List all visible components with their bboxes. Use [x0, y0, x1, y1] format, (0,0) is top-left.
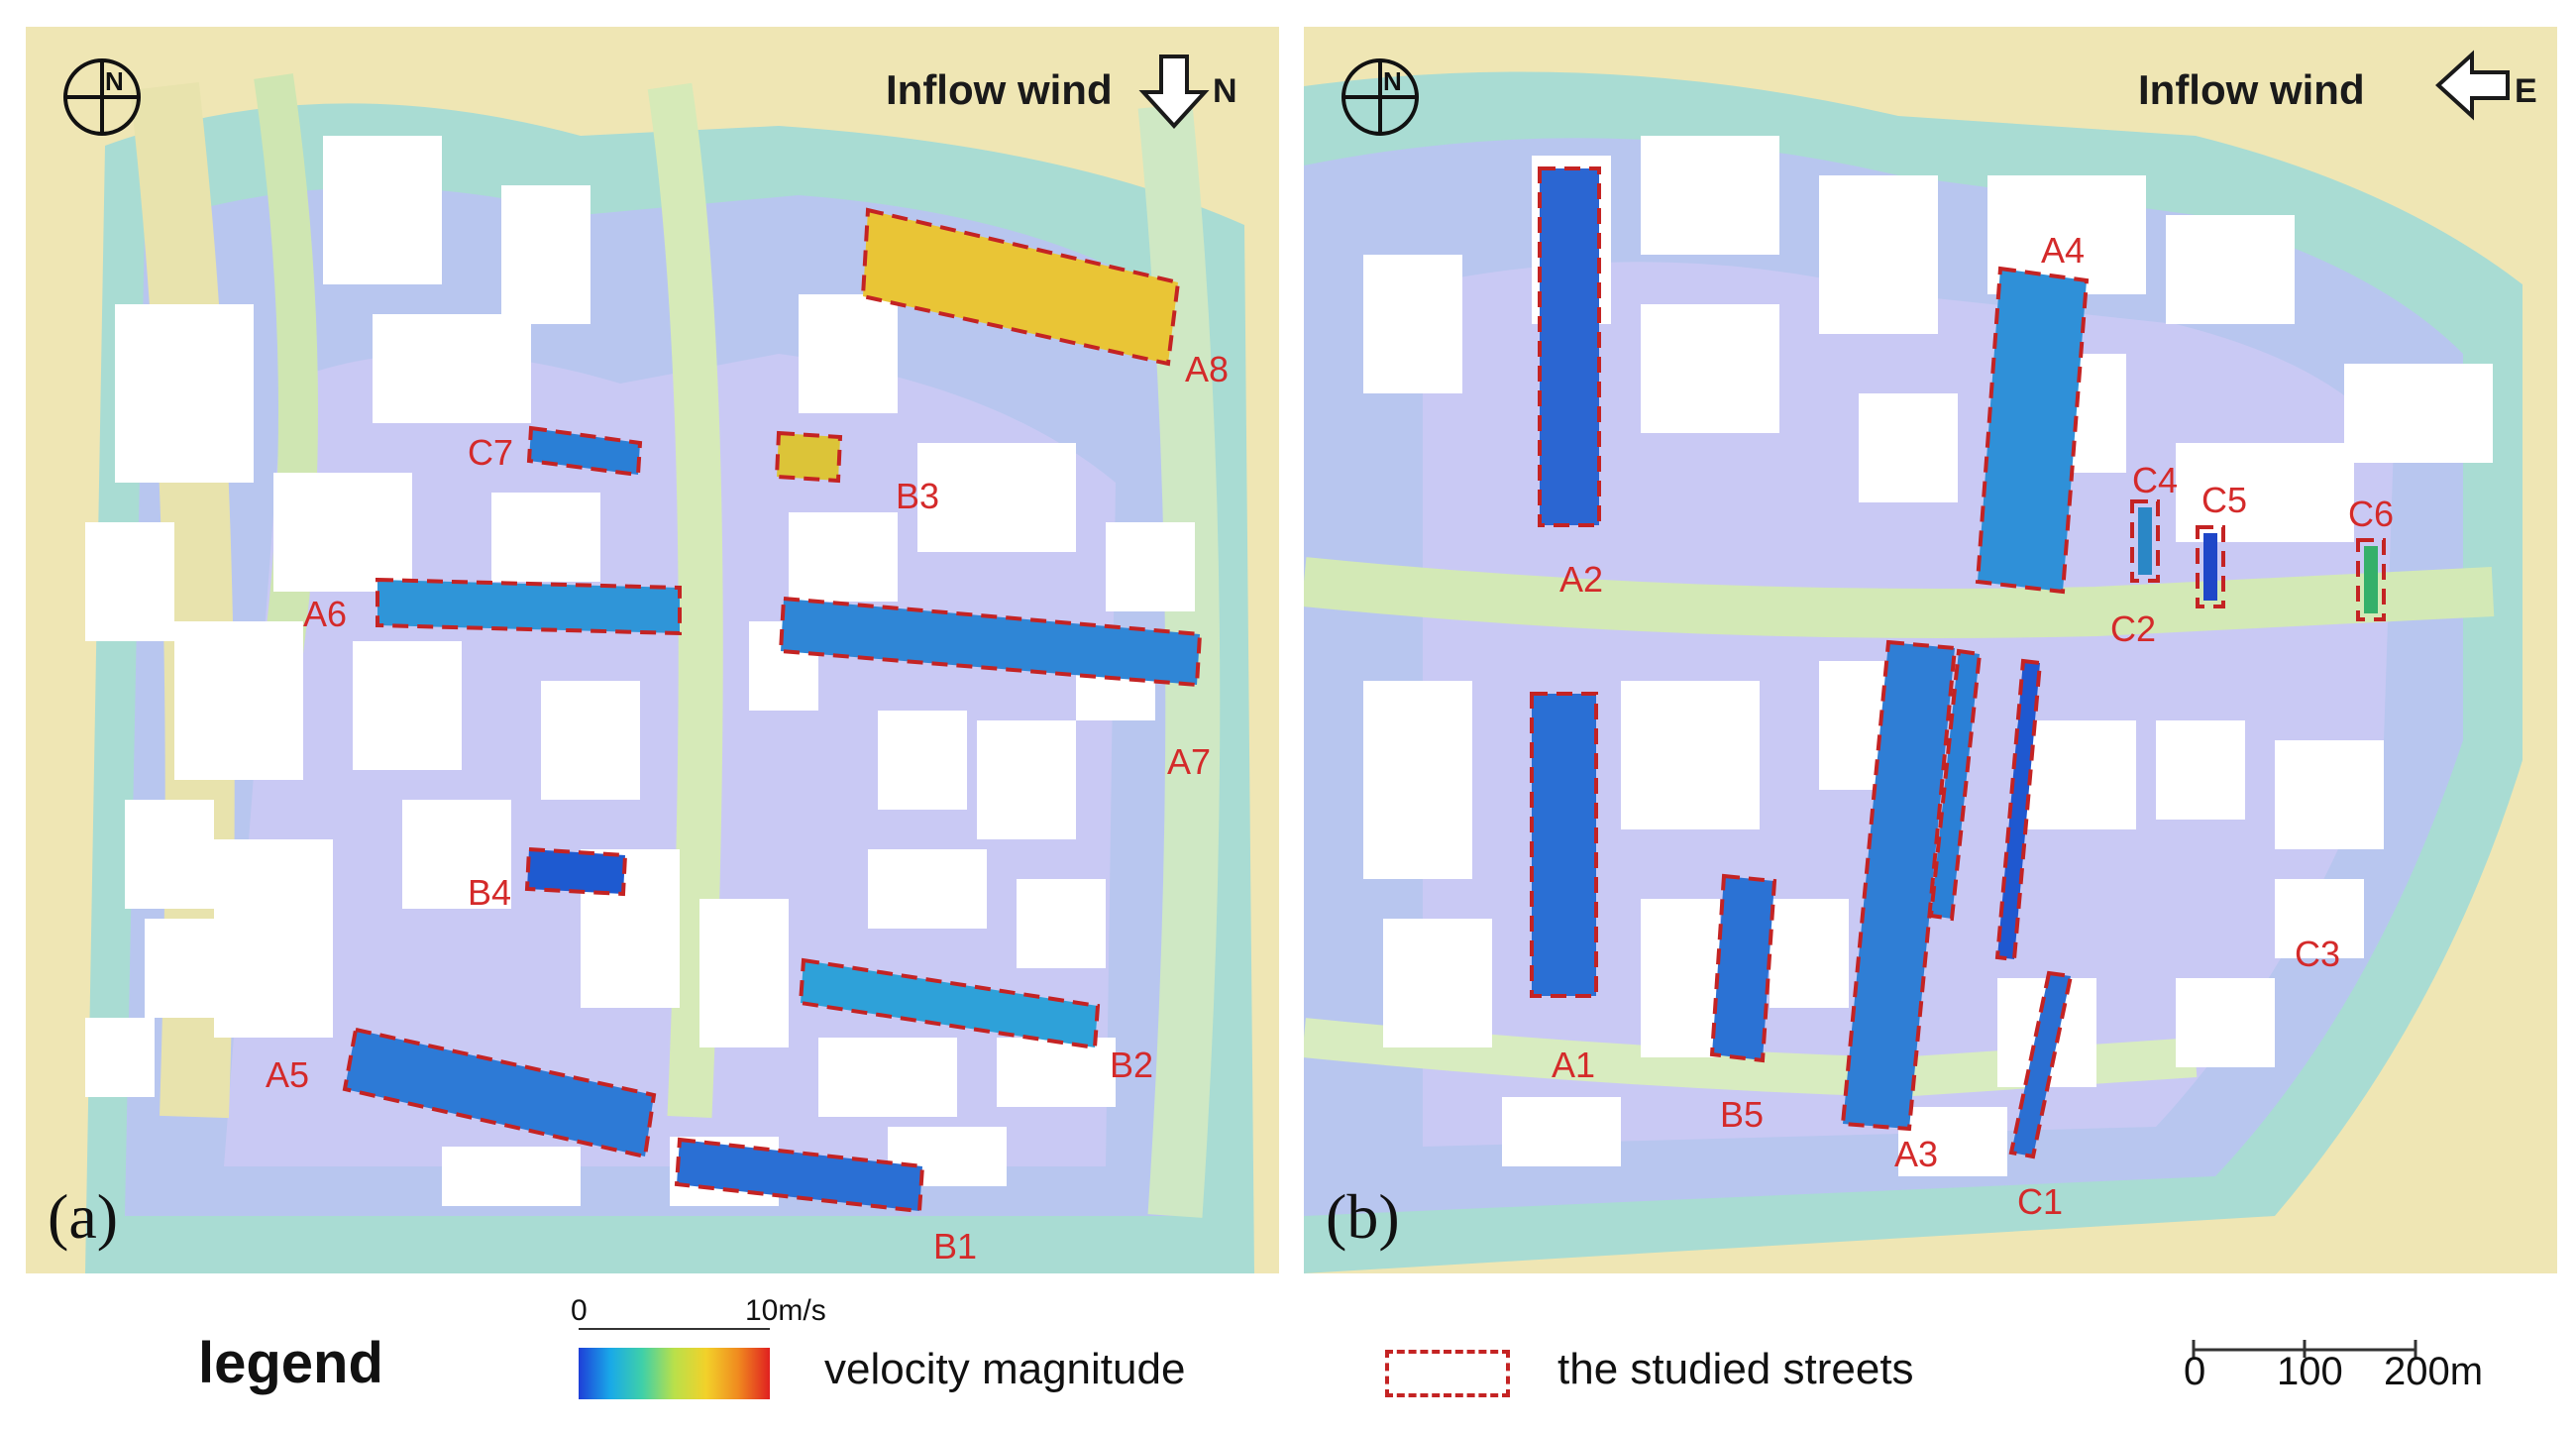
- inflow-wind-label-b: Inflow wind: [2138, 66, 2365, 113]
- street-label-c2: C2: [2110, 608, 2157, 649]
- inflow-direction-a: N: [1213, 72, 1237, 110]
- compass-north-icon: N: [63, 58, 141, 136]
- street-label-a2: A2: [1559, 559, 1604, 600]
- compass-north-icon: N: [1342, 58, 1419, 136]
- colorbar-max-label: 10m/s: [745, 1294, 826, 1327]
- studied-streets-label: the studied streets: [1557, 1345, 1914, 1393]
- colorbar-min-label: 0: [571, 1294, 588, 1327]
- street-label-b1: B1: [933, 1226, 978, 1267]
- street-label-c7: C7: [468, 432, 514, 473]
- scale-bar: [2192, 1340, 2417, 1358]
- street-label-b5: B5: [1720, 1094, 1765, 1135]
- street-label-a7: A7: [1167, 741, 1212, 782]
- panel-label-b: (b): [1326, 1181, 1400, 1252]
- studied-street-legend-box: [1385, 1350, 1510, 1397]
- colorbar-scale-line: [579, 1328, 770, 1330]
- scale-tick-0: 0: [2184, 1350, 2206, 1393]
- inflow-direction-b: E: [2515, 72, 2537, 110]
- street-label-c4: C4: [2132, 460, 2179, 500]
- street-label-b4: B4: [468, 872, 512, 913]
- street-label-c3: C3: [2295, 934, 2341, 974]
- panel-a-map: N Inflow wind N (a) A5 A6 A7 A8 B1 B2 B3…: [26, 27, 1279, 1273]
- street-label-a5: A5: [266, 1054, 310, 1095]
- wind-arrow-left-icon: [2435, 50, 2510, 121]
- velocity-field-b: [1304, 27, 2557, 1273]
- legend-title: legend: [198, 1331, 383, 1395]
- wind-arrow-down-icon: [1138, 55, 1210, 129]
- colorbar-label: velocity magnitude: [824, 1345, 1186, 1393]
- street-label-a4: A4: [2041, 230, 2086, 271]
- panel-b-map: N Inflow wind E (b) A1 A2 A3 A4 B5 C1 C2…: [1304, 27, 2557, 1273]
- street-label-b2: B2: [1110, 1045, 1154, 1085]
- street-label-c1: C1: [2017, 1181, 2064, 1222]
- inflow-wind-label-a: Inflow wind: [886, 66, 1113, 113]
- street-label-c6: C6: [2348, 494, 2395, 534]
- street-label-a8: A8: [1185, 349, 1230, 389]
- street-label-c5: C5: [2201, 480, 2248, 520]
- panel-label-a: (a): [48, 1181, 119, 1252]
- street-label-a6: A6: [303, 594, 348, 634]
- scale-tick-200m: 200m: [2384, 1350, 2484, 1393]
- street-label-b3: B3: [896, 476, 940, 516]
- street-label-a1: A1: [1552, 1045, 1596, 1085]
- street-label-a3: A3: [1894, 1134, 1939, 1174]
- scale-tick-100: 100: [2277, 1350, 2343, 1393]
- velocity-colorbar: [579, 1348, 770, 1399]
- velocity-field-a: [26, 27, 1279, 1273]
- svg-text:N: N: [1383, 66, 1402, 96]
- svg-text:N: N: [105, 66, 124, 96]
